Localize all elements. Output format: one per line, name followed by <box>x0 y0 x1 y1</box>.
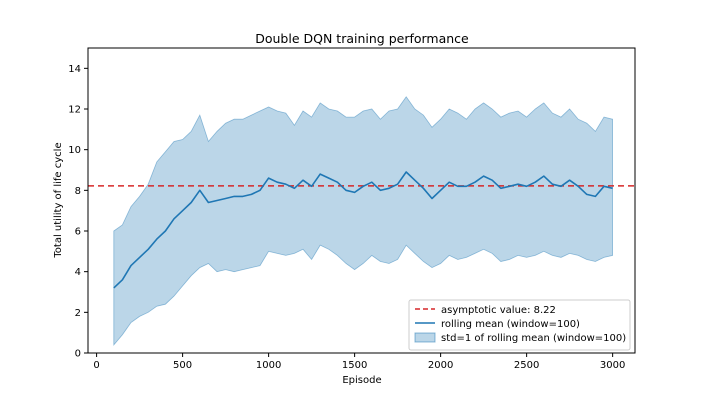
y-tick-label: 6 <box>75 227 81 238</box>
x-tick-label: 0 <box>93 360 99 371</box>
y-tick-label: 12 <box>68 105 81 116</box>
x-tick-label: 1500 <box>342 360 367 371</box>
legend-box <box>408 299 631 351</box>
legend-mean-label: rolling mean (window=100) <box>441 319 580 330</box>
x-axis-label: Episode <box>342 375 381 386</box>
y-axis-label: Total utility of life cycle <box>53 142 64 258</box>
y-tick-label: 2 <box>75 308 81 319</box>
rolling-mean-series <box>113 171 613 289</box>
std-band <box>113 96 613 346</box>
x-tick-label: 500 <box>173 360 192 371</box>
y-tick-label: 0 <box>75 349 81 360</box>
legend-asymptote-label: asymptotic value: 8.22 <box>441 305 556 316</box>
legend: asymptotic value: 8.22 rolling mean (win… <box>408 299 631 351</box>
x-tick-label: 2000 <box>428 360 453 371</box>
rolling-mean-line <box>113 171 613 289</box>
chart-title: Double DQN training performance <box>255 31 469 46</box>
legend-band-swatch <box>414 332 436 343</box>
x-tick-label: 2500 <box>514 360 539 371</box>
axes-frame <box>87 47 636 354</box>
y-tick-label: 14 <box>68 64 81 75</box>
y-tick-label: 8 <box>75 186 81 197</box>
legend-band-label: std=1 of rolling mean (window=100) <box>441 333 626 344</box>
x-tick-label: 1000 <box>256 360 281 371</box>
std-band-area <box>113 96 613 346</box>
y-axis-ticks: 0 2 4 6 8 10 12 14 <box>68 64 88 360</box>
plot-area <box>87 47 636 354</box>
x-axis-ticks: 0 500 1000 1500 2000 2500 3000 <box>93 353 625 371</box>
x-tick-label: 3000 <box>600 360 625 371</box>
y-tick-label: 4 <box>75 267 81 278</box>
y-tick-label: 10 <box>68 145 81 156</box>
